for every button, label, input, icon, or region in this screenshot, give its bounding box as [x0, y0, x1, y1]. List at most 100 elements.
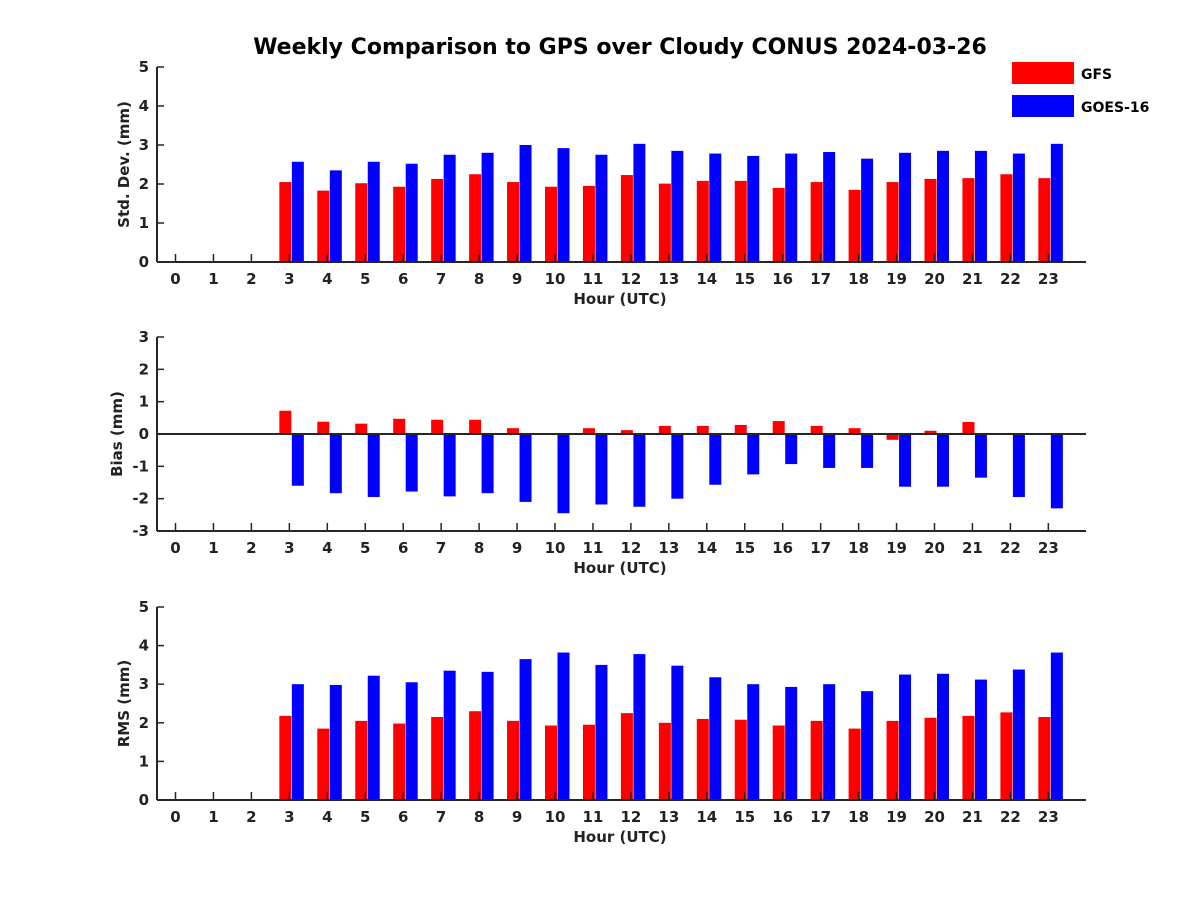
bar-gfs-16 [772, 725, 785, 800]
x-tick-label: 13 [658, 539, 679, 557]
x-tick-label: 22 [1000, 808, 1021, 826]
x-tick-label: 3 [284, 539, 294, 557]
bar-gfs-4 [317, 728, 330, 800]
x-tick-label: 14 [696, 539, 717, 557]
legend-label-goes16: GOES-16 [1081, 100, 1149, 116]
bar-gfs-7 [431, 419, 444, 434]
legend-swatch-gfs [1012, 62, 1074, 84]
bar-goes16-5 [367, 434, 380, 498]
bar-goes16-20 [937, 150, 949, 262]
x-axis-label: Hour (UTC) [573, 559, 666, 577]
x-tick-label: 10 [545, 808, 566, 826]
bar-goes16-21 [974, 679, 987, 800]
chart-title: Weekly Comparison to GPS over Cloudy CON… [253, 35, 987, 60]
x-tick-label: 8 [474, 808, 484, 826]
bar-gfs-9 [507, 182, 520, 262]
bar-goes16-8 [481, 152, 494, 262]
bar-gfs-19 [886, 434, 899, 440]
x-tick-label: 21 [962, 539, 983, 557]
legend-swatch-goes16 [1012, 95, 1074, 117]
bar-goes16-8 [481, 671, 494, 800]
y-tick-label: 3 [139, 136, 149, 154]
bar-goes16-10 [557, 652, 570, 800]
bar-goes16-9 [519, 145, 532, 262]
bar-goes16-20 [937, 673, 949, 800]
bar-gfs-17 [810, 182, 823, 262]
bar-goes16-20 [937, 434, 949, 487]
bar-goes16-15 [747, 434, 760, 475]
bar-gfs-12 [620, 430, 633, 434]
x-tick-label: 5 [360, 539, 370, 557]
bar-goes16-5 [367, 161, 380, 262]
bar-gfs-14 [696, 180, 709, 262]
x-tick-label: 18 [848, 270, 869, 288]
x-tick-label: 13 [658, 270, 679, 288]
bar-gfs-16 [772, 421, 785, 434]
bar-gfs-4 [317, 421, 330, 434]
bar-gfs-6 [393, 418, 406, 434]
x-axis-label: Hour (UTC) [573, 828, 666, 846]
bar-gfs-10 [545, 725, 557, 800]
bar-gfs-12 [620, 175, 633, 262]
bar-goes16-4 [329, 434, 342, 494]
bar-goes16-16 [785, 153, 798, 262]
bar-gfs-7 [431, 717, 444, 800]
x-tick-label: 15 [734, 808, 755, 826]
y-tick-label: 4 [139, 97, 149, 115]
x-tick-label: 18 [848, 808, 869, 826]
x-tick-label: 11 [583, 539, 604, 557]
bar-gfs-12 [620, 713, 633, 800]
bar-gfs-10 [545, 186, 557, 262]
x-tick-label: 19 [886, 270, 907, 288]
bar-goes16-13 [671, 150, 684, 262]
bar-gfs-11 [582, 185, 595, 262]
x-tick-label: 16 [772, 539, 793, 557]
x-tick-label: 7 [436, 539, 446, 557]
bar-goes16-7 [443, 670, 456, 800]
bar-goes16-16 [785, 686, 798, 800]
x-tick-label: 3 [284, 270, 294, 288]
bar-goes16-6 [405, 163, 418, 262]
x-tick-label: 14 [696, 270, 717, 288]
x-tick-label: 10 [545, 539, 566, 557]
x-tick-label: 16 [772, 808, 793, 826]
bar-goes16-9 [519, 434, 532, 502]
bar-goes16-14 [709, 677, 722, 800]
bar-gfs-20 [924, 430, 937, 434]
x-tick-label: 1 [208, 539, 218, 557]
x-tick-label: 1 [208, 270, 218, 288]
bar-gfs-20 [924, 717, 937, 800]
bar-goes16-11 [595, 434, 608, 505]
bar-gfs-5 [355, 423, 368, 434]
bar-goes16-23 [1050, 652, 1063, 800]
y-tick-label: 0 [139, 425, 149, 443]
bar-gfs-6 [393, 186, 406, 262]
x-tick-label: 20 [924, 270, 945, 288]
bar-gfs-3 [279, 715, 292, 800]
bar-goes16-22 [1012, 434, 1025, 498]
x-tick-label: 21 [962, 270, 983, 288]
bar-gfs-13 [658, 425, 671, 434]
bar-goes16-15 [747, 155, 760, 262]
bar-gfs-14 [696, 718, 709, 800]
bar-gfs-7 [431, 178, 444, 262]
bar-gfs-9 [507, 428, 520, 434]
bar-goes16-21 [974, 150, 987, 262]
bar-gfs-21 [962, 422, 975, 434]
bar-goes16-14 [709, 153, 722, 262]
x-tick-label: 23 [1038, 270, 1059, 288]
bar-gfs-23 [1038, 717, 1051, 800]
x-tick-label: 19 [886, 539, 907, 557]
y-axis-label: Bias (mm) [108, 391, 126, 477]
bar-gfs-16 [772, 187, 785, 262]
x-tick-label: 15 [734, 270, 755, 288]
x-tick-label: 22 [1000, 539, 1021, 557]
bar-gfs-20 [924, 178, 937, 262]
bar-gfs-14 [696, 425, 709, 434]
bar-gfs-3 [279, 182, 292, 262]
y-tick-label: 2 [139, 175, 149, 193]
bar-gfs-3 [279, 410, 292, 434]
x-axis-label: Hour (UTC) [573, 290, 666, 308]
